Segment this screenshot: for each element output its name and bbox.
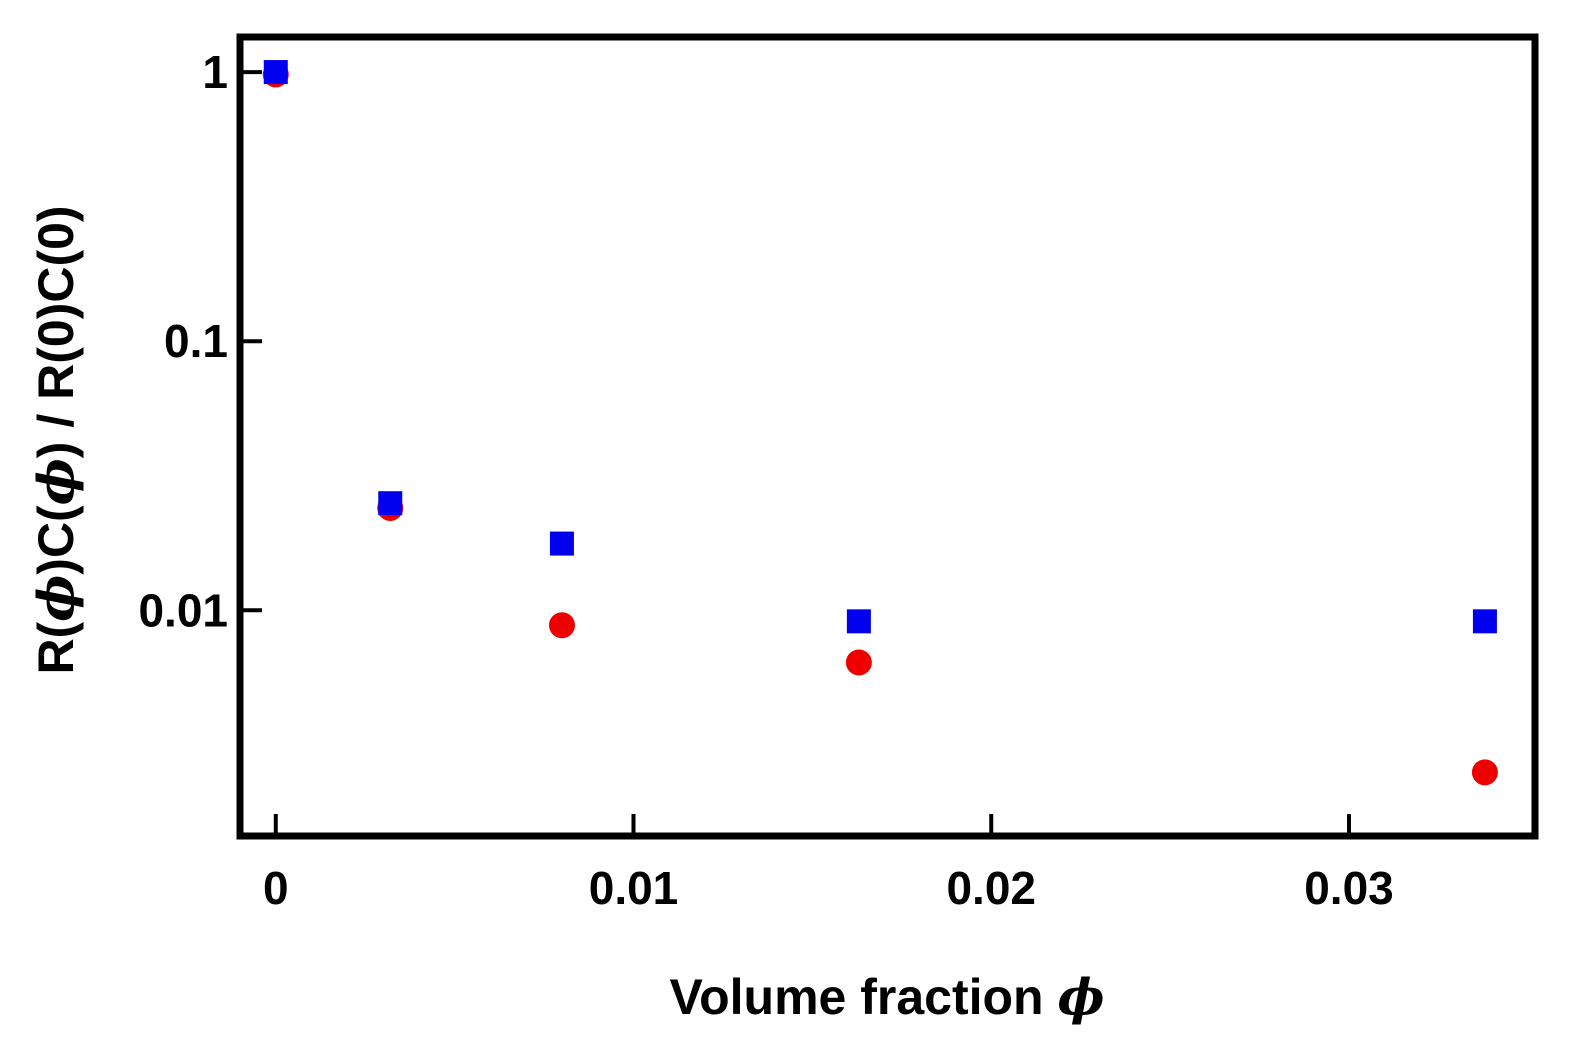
data-point-square [549,531,574,556]
y-axis-title: R(ϕ)C(ϕ) / R(0)C(0) [26,205,85,674]
data-point-circle [845,649,872,676]
data-point-square [378,491,403,516]
x-axis-title: Volume fraction ϕ [669,967,1104,1026]
y-tick-label: 1 [202,46,228,98]
x-axis-title-text: Volume fraction [669,969,1057,1025]
y-axis-ticks: 1 0.1 0.01 [138,46,262,636]
y-tick-label: 0.1 [164,315,228,367]
y-axis-title-symbol-1: ϕ [26,575,85,622]
x-tick-label: 0 [263,862,289,914]
x-tick-label: 0.01 [589,862,679,914]
data-point-circle [1471,759,1498,786]
data-point-square [846,609,871,634]
data-point-circle [548,612,575,639]
y-axis-title-symbol-2: ϕ [26,458,85,505]
data-point-square [1472,609,1497,634]
data-points [262,60,1498,786]
x-tick-label: 0.03 [1304,862,1394,914]
x-tick-label: 0.02 [946,862,1036,914]
y-axis-title-part-1: R( [28,621,84,674]
y-axis-title-part-3: ) / R(0)C(0) [28,205,84,458]
data-point-square [263,60,288,85]
x-axis-ticks: 0 0.01 0.02 0.03 [263,814,1394,914]
plot-frame-group [236,33,1539,840]
y-tick-label: 0.01 [138,584,228,636]
plot-frame [236,33,1539,840]
y-axis-title-part-2: )C( [28,505,84,575]
x-axis-title-symbol: ϕ [1057,967,1104,1026]
